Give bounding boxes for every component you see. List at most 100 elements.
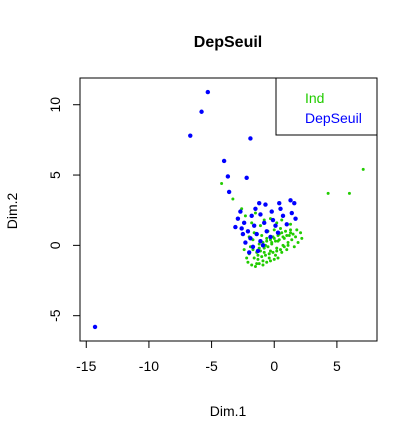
- ind-point: [265, 239, 269, 243]
- ind-point: [290, 238, 294, 242]
- ind-point: [256, 253, 260, 257]
- depseuil-point: [262, 220, 267, 226]
- ind-point: [250, 221, 254, 225]
- y-tick-label: 10: [47, 97, 63, 113]
- depseuil-point: [270, 217, 276, 223]
- depseuil-point: [258, 238, 263, 244]
- ind-point: [261, 259, 265, 263]
- ind-point: [246, 260, 250, 264]
- ind-point: [220, 181, 224, 185]
- ind-point: [273, 253, 277, 257]
- ind-point: [284, 229, 288, 233]
- depseuil-point: [239, 226, 244, 231]
- depseuil-point: [257, 200, 262, 206]
- depseuil-point: [284, 222, 289, 227]
- ind-point: [291, 232, 295, 236]
- legend-item-depseuil: DepSeuil: [305, 110, 362, 126]
- ind-point: [268, 259, 272, 263]
- depseuil-point: [269, 209, 274, 214]
- depseuil-point: [275, 230, 281, 235]
- chart-title: DepSeuil: [194, 34, 262, 51]
- x-axis: -15 -10 -5 0 5: [76, 340, 341, 374]
- x-tick-label: -15: [76, 358, 96, 374]
- ind-point: [261, 263, 265, 267]
- depseuil-point: [292, 200, 297, 206]
- legend: Ind DepSeuil: [275, 77, 378, 136]
- ind-point: [326, 191, 330, 195]
- y-tick-label: 5: [47, 171, 63, 179]
- ind-point: [361, 167, 365, 171]
- depseuil-point: [199, 109, 204, 114]
- legend-box: [275, 77, 378, 136]
- y-tick-label: 0: [47, 241, 63, 249]
- x-tick-label: -5: [205, 358, 218, 374]
- ind-point: [273, 239, 277, 243]
- ind-point: [285, 248, 289, 252]
- ind-point: [272, 236, 276, 240]
- depseuil-point: [240, 231, 246, 237]
- ind-point: [266, 245, 270, 249]
- ind-point: [262, 250, 266, 254]
- depseuil-point: [253, 206, 258, 211]
- depseuil-point: [258, 212, 263, 217]
- depseuil-point: [251, 223, 257, 228]
- ind-point: [275, 246, 279, 250]
- ind-point: [250, 263, 254, 267]
- ind-point: [286, 243, 290, 247]
- ind-point: [258, 224, 262, 228]
- y-axis: -5 0 5 10: [47, 97, 81, 322]
- ind-point: [279, 226, 283, 230]
- ind-point: [272, 257, 276, 261]
- depseuil-point: [221, 158, 227, 164]
- ind-point: [267, 252, 271, 256]
- x-tick-label: 0: [270, 358, 278, 374]
- depseuil-point: [243, 240, 248, 245]
- ind-point: [253, 264, 257, 268]
- ind-point: [280, 250, 284, 254]
- depseuil-point: [264, 229, 269, 234]
- ind-point: [292, 245, 296, 249]
- ind-point: [289, 228, 293, 232]
- depseuil-point: [278, 206, 283, 211]
- x-axis-label: Dim.1: [210, 403, 247, 419]
- depseuil-point: [238, 209, 243, 214]
- depseuil-point: [254, 231, 259, 237]
- depseuil-point: [260, 243, 266, 248]
- ind-point: [272, 228, 276, 232]
- ind-point: [265, 236, 269, 240]
- depseuil-point: [268, 234, 273, 240]
- ind-point: [257, 262, 261, 266]
- depseuil-point: [241, 220, 247, 226]
- depseuil-point: [188, 133, 193, 138]
- ind-point: [231, 197, 235, 201]
- ind-point: [286, 241, 290, 245]
- ind-point: [263, 253, 267, 257]
- ind-point: [281, 235, 285, 239]
- ind-point: [287, 234, 291, 238]
- ind-point: [260, 234, 264, 238]
- ind-point: [277, 238, 281, 242]
- ind-point: [245, 256, 249, 260]
- points-layer: [92, 89, 365, 330]
- ind-point: [260, 255, 264, 259]
- depseuil-point: [293, 216, 298, 221]
- ind-point: [347, 191, 351, 195]
- ind-point: [282, 245, 286, 249]
- ind-point: [295, 228, 299, 232]
- ind-point: [299, 231, 303, 235]
- x-tick-label: -10: [139, 358, 159, 374]
- depseuil-point: [233, 224, 238, 230]
- depseuil-point: [249, 213, 254, 219]
- ind-point: [242, 248, 246, 252]
- depseuil-point: [250, 244, 256, 249]
- ind-point: [275, 249, 279, 253]
- depseuil-point: [205, 89, 211, 95]
- ind-point: [285, 234, 289, 238]
- depseuil-point: [289, 210, 294, 216]
- ind-point: [265, 260, 269, 264]
- ind-point: [243, 214, 247, 218]
- ind-point: [276, 256, 280, 260]
- legend-item-ind: Ind: [305, 90, 324, 106]
